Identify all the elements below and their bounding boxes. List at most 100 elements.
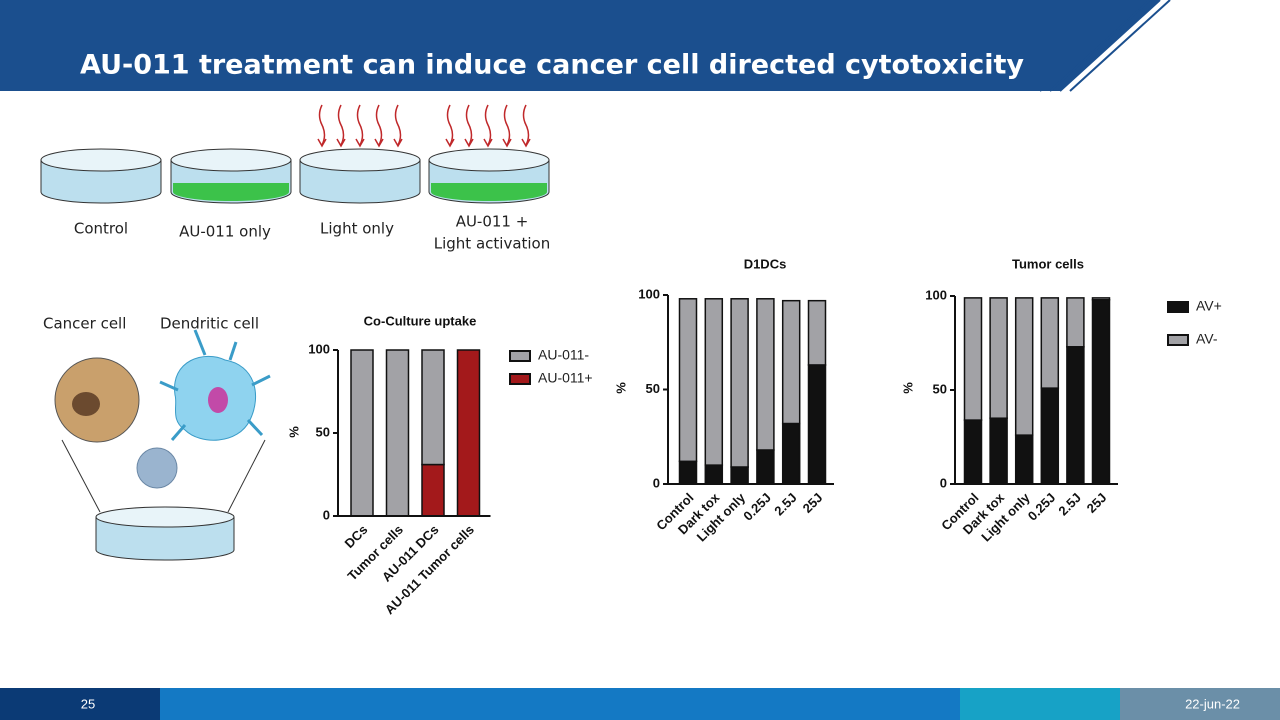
arrowhead — [317, 138, 327, 148]
y-axis-label: % — [613, 382, 628, 394]
bar-segment — [781, 422, 801, 485]
arrowhead — [502, 138, 512, 148]
footer-band — [960, 688, 1120, 720]
bar-segment — [1040, 297, 1060, 389]
y-tick-label: 100 — [638, 286, 660, 301]
bar-segment — [1066, 346, 1085, 485]
arrow — [446, 104, 454, 146]
arrowhead — [393, 138, 403, 148]
bar-segment — [730, 298, 749, 468]
bar-segment — [704, 298, 724, 466]
x-tick-label: 0.25J — [740, 490, 774, 524]
dish-label: AU-011 + — [456, 213, 529, 231]
slide-date: 22-jun-22 — [1185, 696, 1240, 711]
bar-segment — [756, 298, 775, 451]
x-tick-label: 0.25J — [1025, 490, 1059, 524]
arrow — [394, 104, 402, 146]
y-tick-label: 0 — [940, 475, 947, 490]
arrowhead — [483, 138, 493, 148]
arrow — [318, 104, 326, 146]
bar-segment — [807, 299, 827, 366]
bar-segment — [963, 419, 983, 485]
cell-label: Cancer cell — [43, 315, 126, 333]
y-tick-label: 100 — [308, 341, 330, 356]
arrow — [337, 104, 345, 146]
bar-segment — [989, 297, 1008, 419]
arrow — [465, 104, 473, 146]
y-tick-label: 0 — [653, 475, 660, 490]
cell-label: Dendritic cell — [160, 315, 259, 333]
legend-swatch — [509, 350, 531, 362]
footer-band — [1120, 688, 1280, 720]
bar-segment — [1091, 297, 1111, 301]
dish-label: Light only — [320, 220, 394, 238]
page-number: 25 — [81, 696, 95, 711]
footer-band — [160, 688, 960, 720]
bar-segment — [963, 297, 983, 421]
legend-label: AU-011- — [538, 347, 589, 363]
dish-label: AU-011 only — [179, 223, 271, 241]
legend-swatch — [509, 373, 531, 385]
arrow — [356, 104, 364, 146]
footer-band — [0, 688, 160, 720]
dish-label: Light activation — [434, 235, 551, 253]
y-tick-label: 50 — [933, 381, 947, 396]
bar-segment — [421, 349, 445, 466]
y-tick-label: 50 — [316, 424, 330, 439]
bar-segment — [1014, 297, 1034, 436]
header-stripes — [1039, 0, 1171, 92]
bar-segment — [678, 460, 698, 485]
dish-label: Control — [74, 220, 128, 238]
arrow — [484, 104, 492, 146]
x-tick-label: 2.5J — [771, 490, 800, 519]
light-arrows — [317, 104, 531, 148]
x-tick-label: 2.5J — [1055, 490, 1084, 519]
dishes — [40, 148, 550, 204]
bar-segment — [989, 417, 1008, 485]
arrowhead — [336, 138, 346, 148]
legend-swatch — [1167, 334, 1189, 346]
bar-segment — [385, 349, 410, 517]
bar-segment — [781, 299, 801, 425]
arrowhead — [464, 138, 474, 148]
y-axis-label: % — [900, 382, 915, 394]
legend-label: AU-011+ — [538, 370, 593, 386]
legend-swatch — [1167, 301, 1189, 313]
x-tick-label: DCs — [342, 522, 371, 551]
legend-label: AV- — [1196, 331, 1218, 347]
bar-segment — [1040, 387, 1060, 485]
chart-title: Co-Culture uptake — [364, 313, 477, 328]
arrow — [503, 104, 511, 146]
bar-segment — [756, 449, 775, 485]
bar-segment — [807, 364, 827, 485]
arrowhead — [445, 138, 455, 148]
x-tick-label: 25J — [800, 490, 826, 516]
bar-segment — [421, 463, 445, 517]
chart-title: Tumor cells — [1012, 256, 1084, 271]
arrowhead — [374, 138, 384, 148]
bar-segment — [1014, 434, 1034, 485]
legend-label: AV+ — [1196, 298, 1222, 314]
chart-title: D1DCs — [744, 256, 787, 271]
y-tick-label: 100 — [925, 287, 947, 302]
bar-segment — [678, 298, 698, 463]
bar-segment — [730, 466, 749, 485]
header-corner — [1060, 0, 1280, 91]
bar-segment — [1066, 297, 1085, 348]
y-tick-label: 0 — [323, 507, 330, 522]
cell-illustration — [54, 329, 271, 561]
bar-segment — [704, 464, 724, 485]
arrowhead — [521, 138, 531, 148]
bar-segment — [350, 349, 374, 517]
bar-segment — [1091, 299, 1111, 485]
arrowhead — [355, 138, 365, 148]
y-tick-label: 50 — [646, 381, 660, 396]
arrow — [522, 104, 530, 146]
bar-segment — [456, 349, 481, 517]
y-axis-label: % — [286, 426, 301, 438]
arrow — [375, 104, 383, 146]
slide-title: AU-011 treatment can induce cancer cell … — [80, 50, 1024, 81]
x-tick-label: 25J — [1084, 490, 1110, 516]
